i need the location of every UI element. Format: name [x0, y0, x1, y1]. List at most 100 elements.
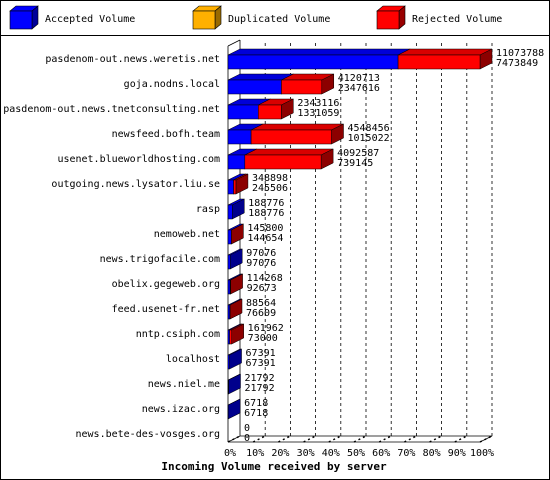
- bar: [244, 154, 322, 170]
- bar: [227, 304, 230, 320]
- axis-top: [227, 39, 241, 47]
- y-tick-label: news.niel.me: [148, 379, 220, 390]
- value-label: 245506: [252, 183, 288, 194]
- bar-segment: [231, 223, 244, 245]
- bar-segment: [229, 323, 244, 345]
- bar: [227, 204, 233, 220]
- total-label: 4120713: [338, 73, 380, 84]
- x-tick: [479, 435, 493, 443]
- y-tick-label: feed.usenet-fr.net: [112, 304, 220, 315]
- total-label: 21792: [244, 373, 274, 384]
- value-label: 92673: [247, 283, 277, 294]
- bar: [227, 104, 259, 120]
- y-tick-label: pasdenom-out.news.weretis.net: [45, 54, 220, 65]
- value-label: 144654: [247, 233, 283, 244]
- bar-segment: [397, 48, 493, 70]
- bar-segment: [281, 73, 335, 95]
- x-tick: [454, 435, 468, 443]
- bar: [281, 79, 323, 95]
- value-label: 67391: [246, 358, 276, 369]
- bar: [227, 54, 399, 70]
- total-label: 188776: [248, 198, 284, 209]
- y-tick-label: newsfeed.bofh.team: [112, 129, 220, 140]
- bar-top: [227, 48, 411, 56]
- bar-segment: [227, 198, 245, 220]
- y-tick-label: news.izac.org: [142, 404, 220, 415]
- y-tick-label: news.bete-des-vosges.org: [76, 429, 221, 440]
- y-tick-label: outgoing.news.lysator.liu.se: [51, 179, 220, 190]
- x-tick: [328, 435, 342, 443]
- y-tick-label: pasdenom-out.news.tnetconsulting.net: [3, 104, 220, 115]
- x-tick-label: 90%: [448, 448, 466, 459]
- total-label: 161962: [248, 323, 284, 334]
- bar-segment: [233, 173, 249, 195]
- x-tick-label: 40%: [322, 448, 340, 459]
- legend-label: Duplicated Volume: [228, 14, 330, 25]
- bar-segment: [227, 248, 243, 270]
- x-tick-label: 30%: [297, 448, 315, 459]
- total-label: 2343116: [297, 98, 339, 109]
- bar: [397, 54, 481, 70]
- bar: [229, 329, 232, 345]
- bar-segment: [250, 123, 344, 145]
- x-tick-label: 20%: [271, 448, 289, 459]
- bar: [227, 279, 231, 295]
- bar-top: [250, 123, 344, 131]
- y-tick-label: obelix.gegeweb.org: [112, 279, 220, 290]
- legend-swatch: [9, 10, 33, 30]
- legend-swatch: [192, 10, 216, 30]
- bar: [227, 179, 234, 195]
- x-tick-label: 80%: [423, 448, 441, 459]
- y-tick-label: localhost: [166, 354, 220, 365]
- total-label: 0: [244, 423, 250, 434]
- bar: [227, 354, 230, 370]
- bar: [250, 129, 332, 145]
- bar-segment: [227, 48, 411, 70]
- value-label: 1331059: [297, 108, 339, 119]
- bar-segment: [227, 348, 242, 370]
- total-label: 348898: [252, 173, 288, 184]
- x-tick: [378, 435, 392, 443]
- y-tick-label: rasp: [196, 204, 220, 215]
- bar: [227, 254, 231, 270]
- total-label: 6718: [244, 398, 268, 409]
- value-label: 188776: [248, 208, 284, 219]
- x-tick: [303, 435, 316, 443]
- y-tick-label: usenet.blueworldhosting.com: [57, 154, 220, 165]
- value-label: 7473849: [496, 58, 538, 69]
- total-label: 88564: [246, 298, 276, 309]
- value-label: 2347616: [338, 83, 380, 94]
- x-axis-title: Incoming Volume received by server: [161, 460, 387, 473]
- bar-segment: [258, 98, 294, 120]
- bar-segment: [229, 273, 243, 295]
- value-label: 76609: [246, 308, 276, 319]
- value-label: 739145: [337, 158, 373, 169]
- x-tick-label: 100%: [470, 448, 494, 459]
- x-tick: [404, 435, 417, 443]
- y-tick-label: news.trigofacile.com: [100, 254, 220, 265]
- total-label: 145800: [247, 223, 283, 234]
- total-label: 4092587: [337, 148, 379, 159]
- total-label: 67391: [246, 348, 276, 359]
- total-label: 11073788: [496, 48, 544, 59]
- x-tick-label: 60%: [372, 448, 390, 459]
- bar-top: [244, 148, 334, 156]
- legend-label: Accepted Volume: [45, 14, 135, 25]
- bar: [227, 79, 282, 95]
- x-tick: [353, 435, 367, 443]
- x-tick-label: 10%: [246, 448, 264, 459]
- value-label: 1015022: [348, 133, 390, 144]
- x-tick-label: 70%: [397, 448, 415, 459]
- bar: [227, 154, 246, 170]
- bar-top: [397, 48, 493, 56]
- value-label: 97076: [246, 258, 276, 269]
- y-tick-label: goja.nodns.local: [124, 79, 220, 90]
- bar: [227, 229, 232, 245]
- total-label: 114268: [247, 273, 283, 284]
- x-tick: [227, 435, 241, 443]
- x-tick: [252, 435, 266, 443]
- value-label: 21792: [244, 383, 274, 394]
- bar: [233, 179, 237, 195]
- x-tick: [429, 435, 442, 443]
